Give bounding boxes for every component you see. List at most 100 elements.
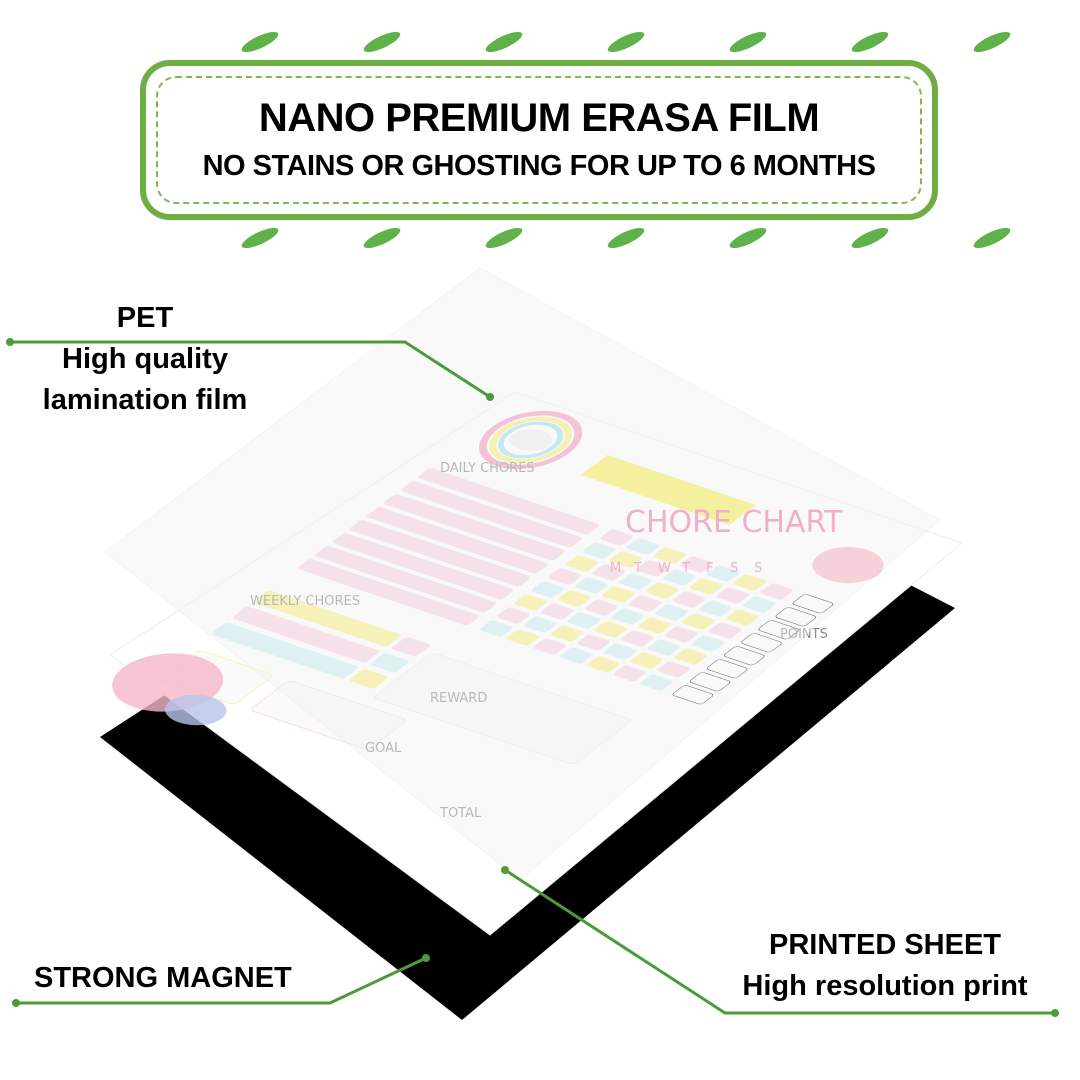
day-check-cell[interactable]: [540, 603, 575, 621]
points-box[interactable]: [723, 646, 766, 666]
day-check-cell[interactable]: [478, 620, 513, 638]
day-label: W: [658, 561, 671, 576]
magnet-callout-line: [16, 956, 427, 1005]
day-check-cell[interactable]: [574, 577, 609, 595]
day-check-cell[interactable]: [593, 621, 628, 639]
day-check-cell[interactable]: [698, 600, 733, 618]
day-check-cell[interactable]: [759, 583, 794, 601]
day-check-cell[interactable]: [610, 608, 645, 626]
day-check-cell[interactable]: [557, 590, 592, 608]
day-check-cell[interactable]: [652, 547, 687, 565]
day-check-cell[interactable]: [559, 647, 594, 665]
daily-chore-row[interactable]: [314, 546, 498, 614]
day-check-cell[interactable]: [513, 594, 548, 612]
day-check-cell[interactable]: [629, 652, 664, 670]
reward-label: REWARD: [430, 691, 487, 706]
day-check-cell[interactable]: [681, 613, 716, 631]
points-box[interactable]: [689, 672, 732, 692]
total-box[interactable]: [249, 680, 407, 750]
day-check-cell[interactable]: [601, 586, 636, 604]
weekly-check-cell[interactable]: [348, 669, 389, 690]
leaf-icon: [729, 227, 767, 249]
day-check-cell[interactable]: [530, 581, 565, 599]
day-check-cell[interactable]: [654, 604, 689, 622]
day-check-cell[interactable]: [656, 661, 691, 679]
day-check-cell[interactable]: [608, 551, 643, 569]
day-check-cell[interactable]: [585, 656, 620, 674]
reward-box[interactable]: [373, 653, 633, 766]
day-check-cell[interactable]: [635, 560, 670, 578]
pet-line1: High quality: [62, 343, 228, 375]
day-check-cell[interactable]: [620, 630, 655, 648]
day-check-cell[interactable]: [532, 638, 567, 656]
points-box[interactable]: [792, 594, 835, 614]
day-check-cell[interactable]: [599, 529, 634, 547]
weekly-chore-row[interactable]: [252, 590, 401, 647]
day-check-cell[interactable]: [742, 596, 777, 614]
day-check-cell[interactable]: [505, 629, 540, 647]
day-check-cell[interactable]: [715, 587, 750, 605]
daily-chore-row[interactable]: [417, 468, 601, 536]
leaf-icon: [363, 31, 401, 53]
day-check-cell[interactable]: [583, 599, 618, 617]
day-check-cell[interactable]: [581, 542, 616, 560]
day-check-cell[interactable]: [690, 635, 725, 653]
day-check-cell[interactable]: [591, 564, 626, 582]
weekly-chore-row[interactable]: [231, 606, 380, 663]
day-check-cell[interactable]: [627, 595, 662, 613]
day-check-cell[interactable]: [664, 626, 699, 644]
lamination-film: [104, 267, 941, 881]
daily-chore-row[interactable]: [365, 507, 549, 575]
points-box[interactable]: [774, 607, 817, 627]
daily-chore-row[interactable]: [348, 520, 532, 588]
weekly-check-cell[interactable]: [390, 637, 431, 658]
day-check-cell[interactable]: [646, 639, 681, 657]
leaf-icon: [729, 31, 767, 53]
weekly-chore-row[interactable]: [210, 622, 359, 679]
points-box[interactable]: [757, 620, 800, 640]
day-check-cell[interactable]: [566, 612, 601, 630]
banner: NANO PREMIUM ERASA FILM NO STAINS OR GHO…: [140, 60, 938, 220]
day-check-cell[interactable]: [673, 648, 708, 666]
day-check-cell[interactable]: [496, 607, 531, 625]
day-check-cell[interactable]: [662, 569, 697, 587]
points-box[interactable]: [740, 633, 783, 653]
day-check-cell[interactable]: [618, 573, 653, 591]
daily-chore-row[interactable]: [400, 481, 584, 549]
day-label: S: [754, 561, 762, 576]
points-box[interactable]: [706, 659, 749, 679]
day-check-cell[interactable]: [725, 609, 760, 627]
leaf-icon: [851, 31, 889, 53]
leaf-icon: [485, 227, 523, 249]
day-check-cell[interactable]: [547, 568, 582, 586]
day-check-cell[interactable]: [688, 578, 723, 596]
day-check-cell[interactable]: [679, 556, 714, 574]
day-check-cell[interactable]: [564, 555, 599, 573]
day-check-cell[interactable]: [612, 665, 647, 683]
callout-dot: [486, 393, 494, 401]
day-check-cell[interactable]: [707, 622, 742, 640]
day-check-cell[interactable]: [639, 674, 674, 692]
day-check-cell[interactable]: [625, 538, 660, 556]
leaf-icon: [241, 31, 279, 53]
banner-dashed-border: [156, 76, 922, 204]
day-check-cell[interactable]: [549, 625, 584, 643]
daily-chore-row[interactable]: [331, 533, 515, 601]
day-check-cell[interactable]: [732, 574, 767, 592]
day-check-cell[interactable]: [522, 616, 557, 634]
callout-dot: [12, 999, 20, 1007]
day-check-cell[interactable]: [671, 591, 706, 609]
weekly-check-cell[interactable]: [369, 653, 410, 674]
daily-chore-row[interactable]: [383, 494, 567, 562]
day-check-cell[interactable]: [637, 617, 672, 635]
day-check-cell[interactable]: [576, 634, 611, 652]
rainbow-ring: [497, 421, 564, 459]
day-check-cell[interactable]: [602, 643, 637, 661]
points-box[interactable]: [671, 685, 714, 705]
day-check-cell[interactable]: [705, 565, 740, 583]
sheet-title: PRINTED SHEET: [768, 929, 1002, 961]
unicorn-body: [509, 429, 553, 451]
day-check-cell[interactable]: [644, 582, 679, 600]
daily-chore-row[interactable]: [297, 559, 481, 627]
